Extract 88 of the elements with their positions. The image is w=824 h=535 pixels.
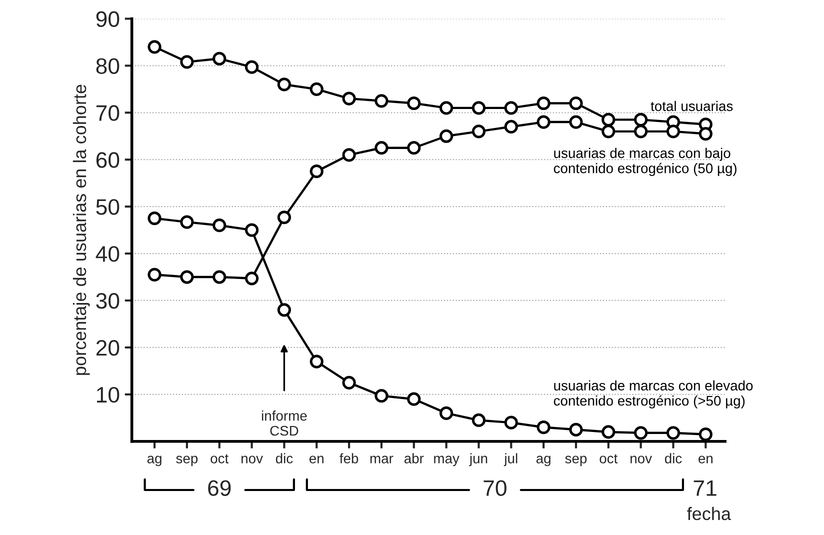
y-tick-label: 10 bbox=[97, 386, 120, 403]
point bbox=[440, 406, 454, 420]
x-tick-label: sep bbox=[565, 456, 587, 466]
point bbox=[310, 354, 324, 368]
point bbox=[212, 218, 226, 232]
x-tick-label: oct bbox=[600, 454, 618, 464]
x-tick-label: sep bbox=[176, 456, 198, 466]
point bbox=[569, 115, 583, 129]
point bbox=[277, 303, 292, 317]
annotation: informe CSD bbox=[262, 410, 307, 436]
x-tick-label: may bbox=[434, 456, 460, 466]
series-label: usuarias de marcas con bajo contenido estrogénico (50 µg) bbox=[554, 148, 736, 176]
point bbox=[277, 78, 292, 92]
point bbox=[504, 416, 518, 430]
point bbox=[698, 428, 712, 442]
point bbox=[148, 212, 162, 226]
point bbox=[472, 124, 486, 138]
x-tick-label: jul bbox=[504, 453, 518, 466]
y-tick-label: 30 bbox=[96, 293, 120, 309]
x-tick-label: dic bbox=[276, 453, 293, 464]
point bbox=[504, 101, 518, 115]
point bbox=[536, 96, 550, 110]
text: 69 bbox=[208, 480, 231, 496]
point bbox=[472, 101, 486, 115]
x-tick-label: en bbox=[698, 456, 712, 464]
text: 70 bbox=[484, 480, 506, 496]
y-tick-label: 70 bbox=[96, 105, 120, 121]
point bbox=[374, 94, 388, 108]
point bbox=[569, 96, 583, 110]
point bbox=[440, 101, 454, 115]
series-label: total usuarias bbox=[650, 100, 733, 112]
x-tick-label: dic bbox=[664, 453, 682, 464]
point bbox=[374, 389, 388, 403]
point bbox=[310, 82, 324, 96]
point bbox=[602, 124, 616, 138]
y-tick-label: 90 bbox=[96, 11, 120, 27]
point bbox=[536, 115, 550, 129]
point bbox=[342, 148, 356, 162]
point bbox=[407, 96, 421, 110]
point bbox=[148, 268, 162, 282]
series-label: usuarias de marcas con elevado contenido estrogénico (>50 µg) bbox=[554, 380, 753, 408]
point bbox=[634, 112, 648, 126]
point bbox=[180, 270, 194, 284]
point bbox=[569, 422, 583, 436]
point bbox=[472, 413, 486, 428]
point bbox=[277, 210, 292, 224]
point bbox=[504, 120, 518, 134]
y-tick-label: 20 bbox=[96, 340, 120, 356]
x-tick-label: abr bbox=[404, 453, 424, 464]
point bbox=[407, 392, 421, 406]
text: 71 bbox=[694, 480, 716, 496]
point bbox=[374, 141, 388, 155]
y-tick-label: 60 bbox=[96, 152, 120, 168]
point bbox=[180, 55, 194, 69]
point bbox=[244, 223, 259, 237]
point bbox=[212, 270, 226, 284]
y-tick-label: 80 bbox=[96, 58, 120, 74]
point bbox=[148, 40, 162, 54]
x-tick-label: oct bbox=[210, 454, 229, 464]
point bbox=[602, 425, 616, 439]
point bbox=[342, 376, 356, 390]
x-tick-label: nov bbox=[242, 456, 263, 464]
point bbox=[536, 420, 550, 434]
point bbox=[310, 164, 324, 178]
point bbox=[666, 124, 680, 138]
x-axis-title: fecha bbox=[687, 506, 731, 520]
point bbox=[212, 52, 226, 66]
x-tick-label: feb bbox=[340, 453, 358, 464]
x-tick-label: en bbox=[310, 456, 324, 464]
y-tick-label: 40 bbox=[96, 246, 120, 262]
point bbox=[666, 426, 680, 440]
x-tick-label: nov bbox=[630, 456, 652, 464]
y-tick-label: 50 bbox=[96, 199, 120, 215]
y-axis-title: porcentaje de usuarias en la cohorte bbox=[72, 84, 90, 375]
point bbox=[342, 92, 356, 106]
x-tick-label: mar bbox=[370, 456, 394, 464]
point bbox=[698, 126, 712, 141]
point bbox=[244, 272, 259, 286]
x-tick-label: ag bbox=[536, 456, 550, 466]
point bbox=[180, 215, 194, 229]
point bbox=[407, 141, 421, 155]
point bbox=[440, 129, 454, 143]
x-tick-label: ag bbox=[147, 456, 162, 466]
point bbox=[634, 426, 648, 440]
point bbox=[244, 60, 259, 74]
point bbox=[634, 124, 648, 138]
point bbox=[602, 112, 616, 126]
x-tick-label: jun bbox=[469, 453, 488, 466]
